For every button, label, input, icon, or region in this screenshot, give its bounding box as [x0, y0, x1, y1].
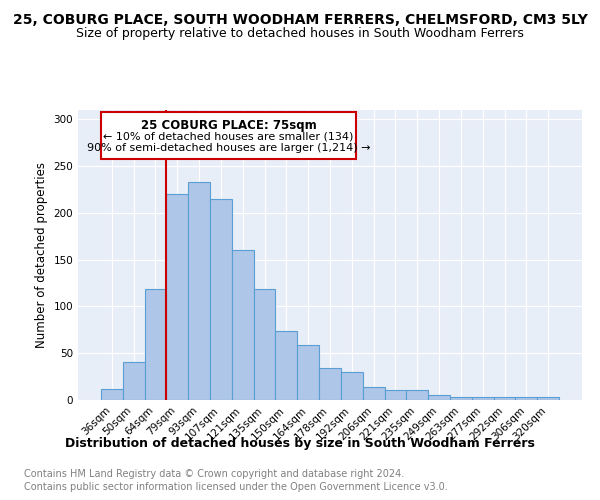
Bar [363, 387, 385, 400]
Bar [188, 182, 210, 400]
Text: Contains HM Land Registry data © Crown copyright and database right 2024.: Contains HM Land Registry data © Crown c… [24, 469, 404, 479]
Bar [166, 194, 188, 400]
Text: ← 10% of detached houses are smaller (134): ← 10% of detached houses are smaller (13… [103, 132, 354, 141]
Bar [472, 397, 494, 400]
Bar [319, 368, 341, 400]
Text: 90% of semi-detached houses are larger (1,214) →: 90% of semi-detached houses are larger (… [87, 142, 370, 152]
Bar [101, 389, 123, 400]
Y-axis label: Number of detached properties: Number of detached properties [35, 162, 48, 348]
Text: 25 COBURG PLACE: 75sqm: 25 COBURG PLACE: 75sqm [140, 120, 316, 132]
Text: Distribution of detached houses by size in South Woodham Ferrers: Distribution of detached houses by size … [65, 438, 535, 450]
Bar [254, 288, 275, 400]
Bar [450, 397, 472, 400]
Bar [385, 390, 406, 400]
Bar [428, 396, 450, 400]
Bar [406, 390, 428, 400]
Bar [275, 331, 297, 400]
Bar [145, 288, 166, 400]
Bar [494, 397, 515, 400]
Bar [210, 199, 232, 400]
Text: Contains public sector information licensed under the Open Government Licence v3: Contains public sector information licen… [24, 482, 448, 492]
Bar [232, 250, 254, 400]
FancyBboxPatch shape [101, 112, 356, 158]
Text: Size of property relative to detached houses in South Woodham Ferrers: Size of property relative to detached ho… [76, 28, 524, 40]
Bar [123, 362, 145, 400]
Bar [297, 345, 319, 400]
Text: 25, COBURG PLACE, SOUTH WOODHAM FERRERS, CHELMSFORD, CM3 5LY: 25, COBURG PLACE, SOUTH WOODHAM FERRERS,… [13, 12, 587, 26]
Bar [515, 397, 537, 400]
Bar [341, 372, 363, 400]
Bar [537, 397, 559, 400]
